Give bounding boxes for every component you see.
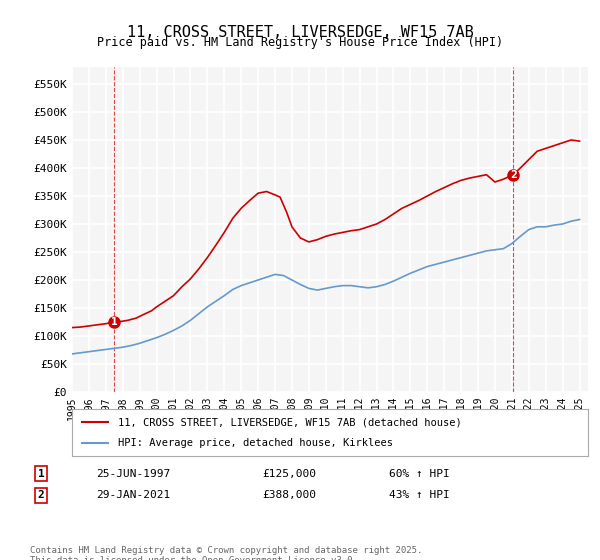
Text: 25-JUN-1997: 25-JUN-1997: [96, 469, 170, 479]
Text: £125,000: £125,000: [262, 469, 316, 479]
Text: HPI: Average price, detached house, Kirklees: HPI: Average price, detached house, Kirk…: [118, 438, 394, 448]
Text: 29-JAN-2021: 29-JAN-2021: [96, 491, 170, 501]
Text: 11, CROSS STREET, LIVERSEDGE, WF15 7AB (detached house): 11, CROSS STREET, LIVERSEDGE, WF15 7AB (…: [118, 417, 462, 427]
Text: Price paid vs. HM Land Registry's House Price Index (HPI): Price paid vs. HM Land Registry's House …: [97, 36, 503, 49]
Text: 43% ↑ HPI: 43% ↑ HPI: [389, 491, 449, 501]
Text: 1: 1: [38, 469, 44, 479]
Text: 60% ↑ HPI: 60% ↑ HPI: [389, 469, 449, 479]
Text: Contains HM Land Registry data © Crown copyright and database right 2025.
This d: Contains HM Land Registry data © Crown c…: [30, 546, 422, 560]
Text: 2: 2: [510, 170, 517, 180]
Text: 1: 1: [110, 317, 118, 327]
Text: 2: 2: [38, 491, 44, 501]
Text: 11, CROSS STREET, LIVERSEDGE, WF15 7AB: 11, CROSS STREET, LIVERSEDGE, WF15 7AB: [127, 25, 473, 40]
Text: £388,000: £388,000: [262, 491, 316, 501]
